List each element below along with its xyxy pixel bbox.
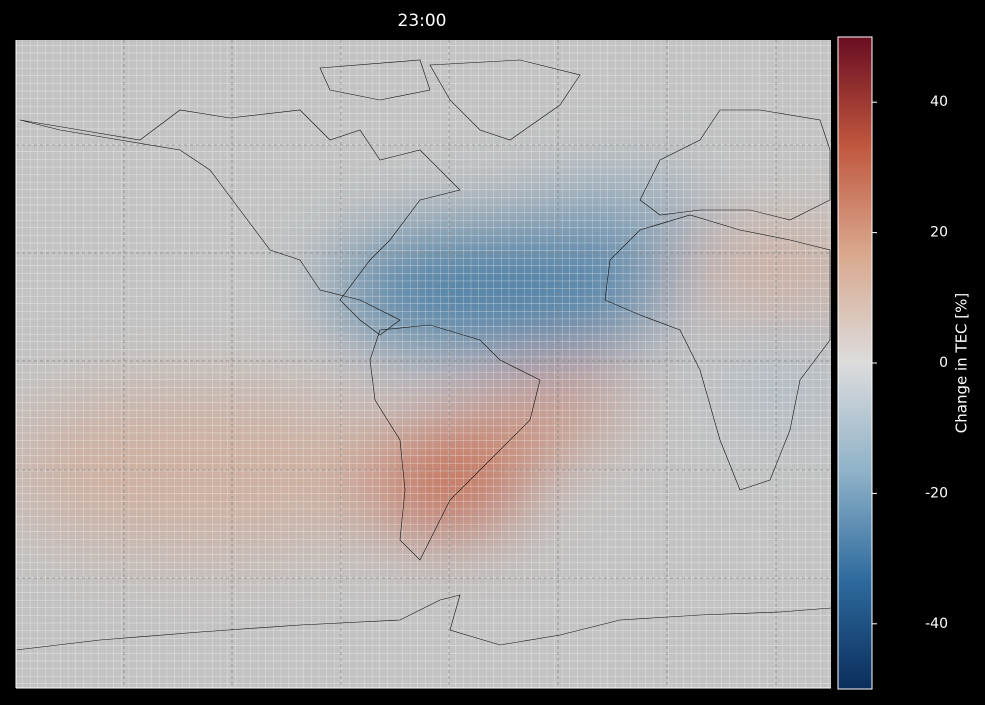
colorbar-tick-label: 20 [930, 225, 948, 241]
colorbar-tick-label: -20 [925, 485, 948, 501]
colorbar-tick-label: -40 [925, 616, 948, 632]
colorbar-tick-label: 40 [930, 94, 948, 110]
map-area [16, 40, 831, 688]
grid [16, 40, 831, 688]
colorbar-label: Change in TEC [%] [953, 293, 971, 433]
colorbar [837, 36, 873, 690]
map-title: 23:00 [398, 11, 447, 31]
colorbar-tick-label: 0 [939, 355, 948, 371]
coastlines [16, 59, 831, 651]
